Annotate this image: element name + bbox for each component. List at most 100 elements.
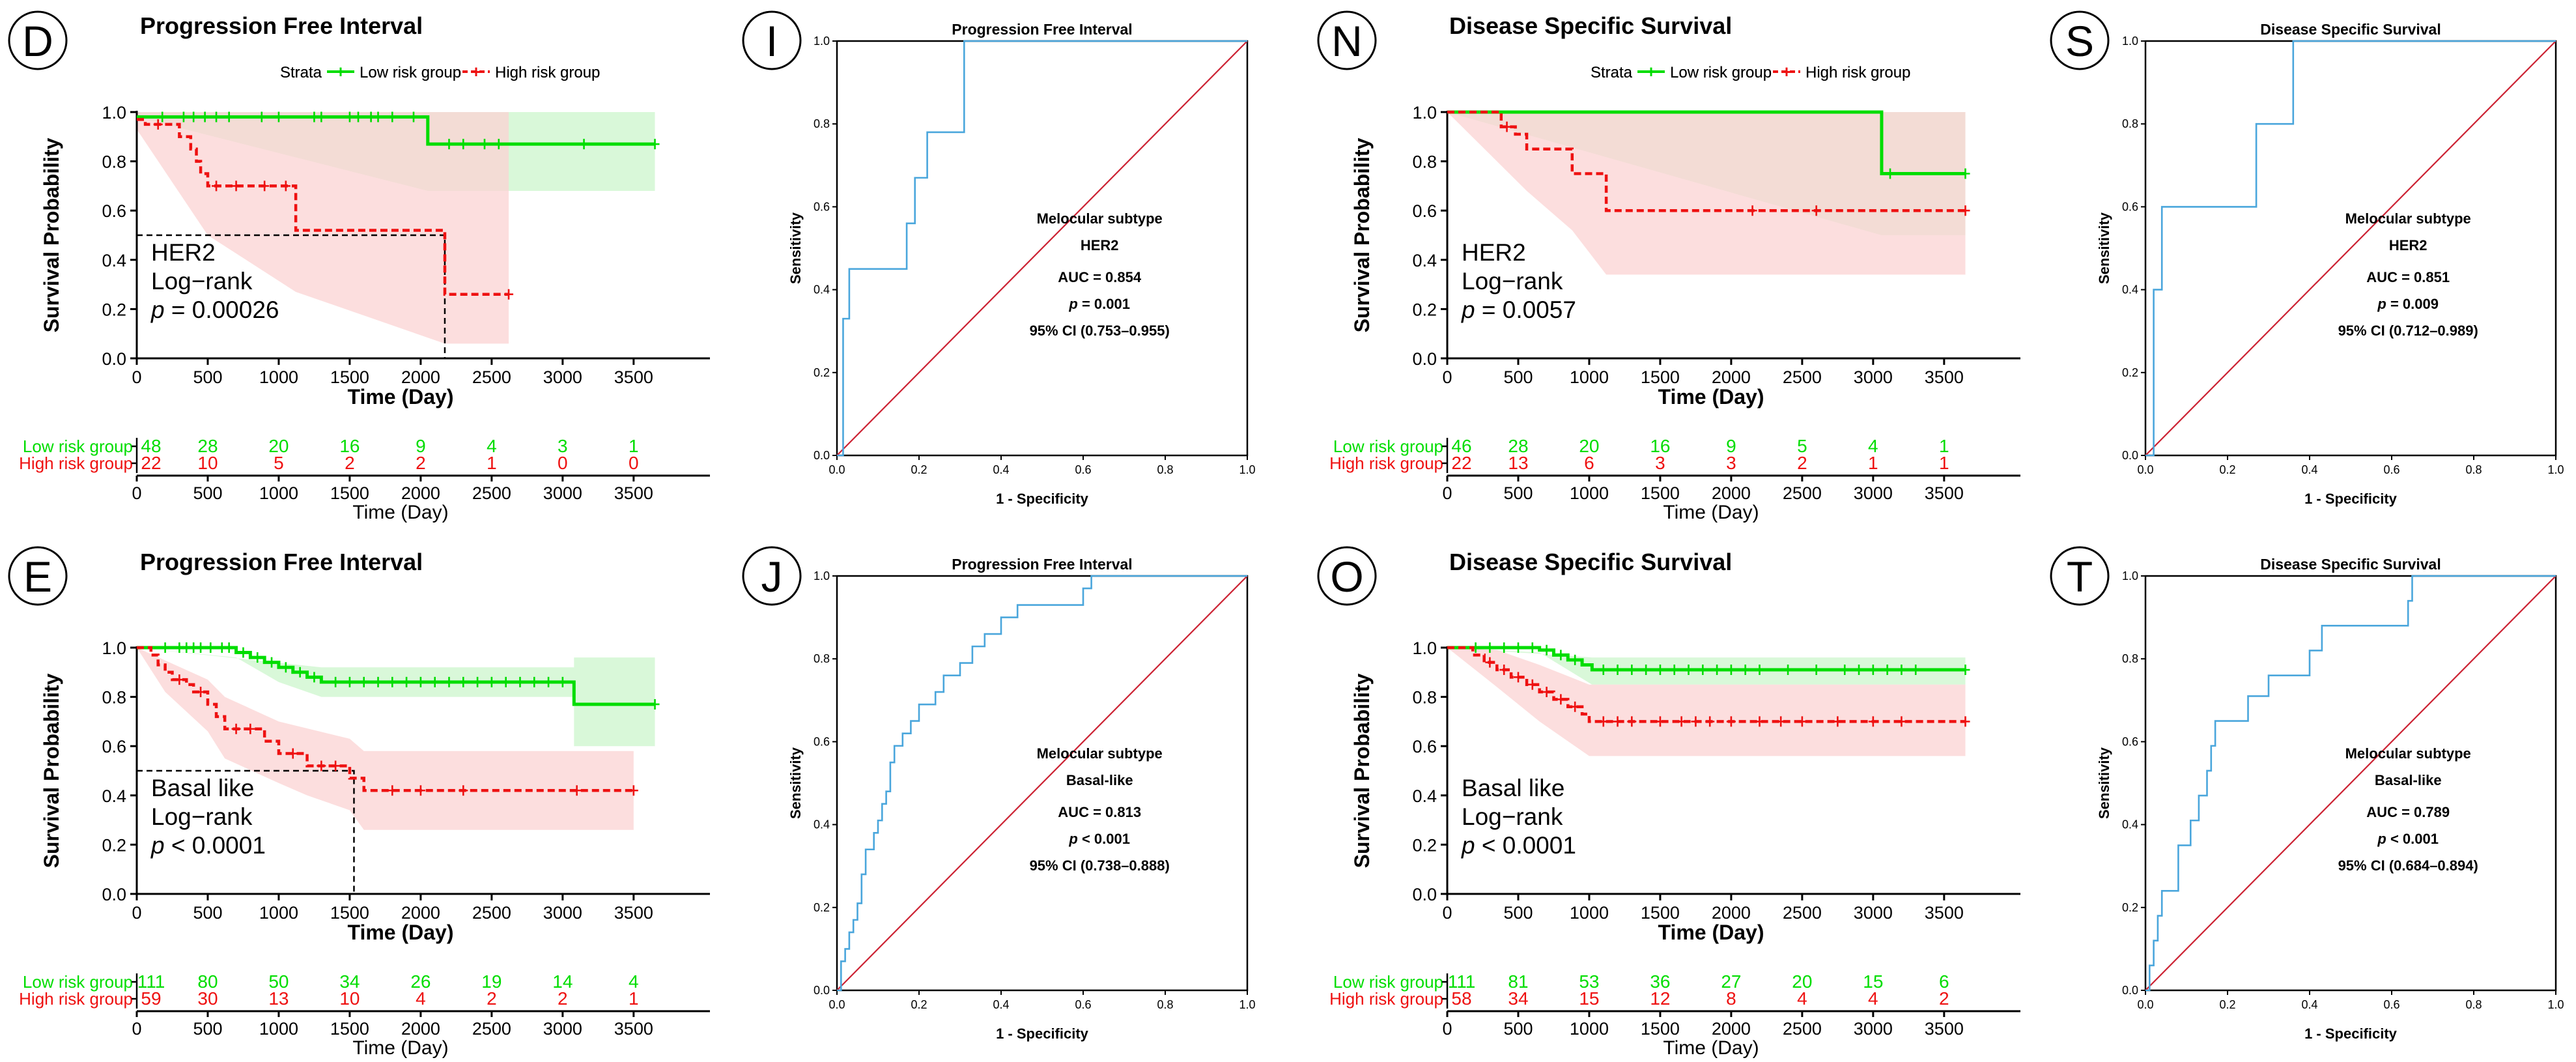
roc-title: Progression Free Interval [952, 21, 1132, 38]
censor-mark-high [1960, 716, 1970, 727]
censor-mark-low [1598, 665, 1608, 676]
censor-mark-high [1755, 716, 1764, 727]
roc-xtick-label: 0.6 [1075, 463, 1091, 476]
censor-mark-high [1776, 716, 1786, 727]
legend-strata: Strata [280, 64, 322, 81]
legend-high-label: High risk group [495, 64, 600, 81]
km-p-italic: p [1461, 296, 1475, 323]
roc-xtick-label: 0.2 [2219, 463, 2235, 476]
roc-xtick-label: 0.4 [993, 463, 1009, 476]
km-ytick-label: 0.8 [102, 152, 126, 172]
roc-curve [2145, 575, 2556, 992]
censor-mark-low [1499, 642, 1509, 653]
km-xtick-label: 1000 [1570, 367, 1609, 387]
km-ytick-label: 0.2 [102, 300, 126, 319]
risk-count-low: 20 [1792, 971, 1812, 992]
censor-mark-low [281, 662, 290, 673]
roc-reference-diagonal [836, 40, 1248, 456]
km-xtick-label: 1500 [330, 903, 369, 923]
roc-xtick-label: 1.0 [2547, 463, 2564, 476]
roc-ytick-label: 0.0 [814, 984, 830, 997]
risk-count-high: 22 [1451, 453, 1471, 473]
censor-mark-high [1811, 205, 1821, 216]
censor-mark-low [1960, 665, 1970, 676]
roc-ytick-label: 0.8 [814, 652, 830, 665]
km-title: Disease Specific Survival [1449, 549, 1732, 575]
roc-subtype-heading: Melocular subtype [2345, 210, 2471, 227]
km-pvalue: p = 0.00026 [150, 296, 279, 323]
km-xtick-label: 3000 [543, 903, 582, 923]
censor-mark-high [416, 785, 425, 796]
km-ytick-label: 0.2 [1412, 300, 1437, 319]
censor-mark-high [1598, 716, 1608, 727]
roc-reference-diagonal [2145, 575, 2556, 991]
roc-ci: 95% CI (0.712–0.989) [2338, 323, 2478, 339]
risk-count-low: 28 [1508, 436, 1528, 456]
roc-reference-diagonal [836, 575, 1248, 991]
legend-high-label: High risk group [1805, 64, 1910, 81]
censor-mark-low [650, 698, 660, 710]
censor-mark-low [257, 111, 266, 122]
censor-mark-low [267, 657, 277, 668]
risk-count-high: 12 [1650, 988, 1670, 1009]
km-xlabel: Time (Day) [1658, 385, 1764, 409]
censor-mark-low [1613, 665, 1622, 676]
risk-xtick-label: 1500 [1641, 483, 1680, 503]
risk-count-high: 6 [1584, 453, 1594, 473]
risk-row-label-high: High risk group [1329, 989, 1443, 1009]
panel-letter: N [1331, 17, 1363, 65]
censor-mark-low [1669, 665, 1679, 676]
roc-xtick-label: 1.0 [2547, 998, 2564, 1011]
km-xtick-label: 2500 [1783, 903, 1822, 923]
km-xtick-label: 0 [132, 903, 141, 923]
risk-count-high: 13 [1508, 453, 1528, 473]
panel-letter-circle [2050, 546, 2110, 606]
roc-ytick-label: 0.8 [2122, 117, 2138, 130]
km-xtick-label: 2500 [472, 903, 511, 923]
km-test-name: Log−rank [151, 268, 253, 294]
km-xtick-label: 3000 [1854, 903, 1893, 923]
censor-mark-low [331, 676, 341, 687]
km-xtick-label: 3500 [1925, 367, 1964, 387]
risk-xtick-label: 1500 [1641, 1019, 1680, 1039]
censor-mark-low [1698, 665, 1708, 676]
roc-xlabel: 1 - Specificity [996, 491, 1089, 507]
risk-xtick-label: 1000 [1570, 1019, 1609, 1039]
censor-mark-high [260, 180, 270, 192]
censor-mark-high [1833, 716, 1843, 727]
censor-mark-low [1542, 644, 1551, 655]
risk-count-low: 111 [137, 971, 165, 992]
roc-ylabel: Sensitivity [2096, 212, 2112, 284]
risk-count-high: 2 [1939, 988, 1949, 1009]
censor-mark-low [579, 139, 589, 150]
roc-p-value-text: < 0.001 [1078, 831, 1130, 847]
roc-ytick-label: 1.0 [2122, 569, 2138, 582]
roc-xtick-label: 0.0 [828, 463, 845, 476]
censor-mark-low [650, 139, 660, 150]
risk-xtick-label: 0 [132, 483, 141, 503]
km-ytick-label: 0.0 [102, 885, 126, 904]
risk-count-low: 6 [1939, 971, 1949, 992]
km-ytick-label: 0.2 [1412, 835, 1437, 855]
risk-count-low: 48 [141, 436, 161, 456]
km-xlabel: Time (Day) [1658, 921, 1764, 944]
risk-xtick-label: 2500 [1783, 1019, 1822, 1039]
censor-mark-low [459, 139, 468, 150]
roc-pvalue: p < 0.001 [2377, 831, 2439, 847]
risk-count-low: 1 [1939, 436, 1949, 456]
censor-mark-high [1556, 694, 1566, 705]
censor-mark-high [231, 180, 241, 192]
km-xtick-label: 500 [193, 367, 222, 387]
roc-xtick-label: 0.8 [2465, 998, 2482, 1011]
km-p-value-text: = 0.00026 [165, 296, 279, 323]
ci-band-low [1447, 648, 1966, 685]
median-guide [137, 769, 355, 894]
km-ytick-label: 1.0 [102, 103, 126, 122]
roc-p-value-text: = 0.001 [1078, 296, 1130, 312]
roc-ytick-label: 1.0 [814, 569, 830, 582]
roc-panel-S: Disease Specific Survival 0.00.0 0.2 0.2 0.4… [2096, 21, 2564, 507]
km-ytick-label: 0.0 [1412, 885, 1437, 904]
roc-p-italic: p [1068, 296, 1077, 312]
risk-xtick-label: 1000 [1570, 483, 1609, 503]
censor-mark-high [1527, 679, 1537, 690]
